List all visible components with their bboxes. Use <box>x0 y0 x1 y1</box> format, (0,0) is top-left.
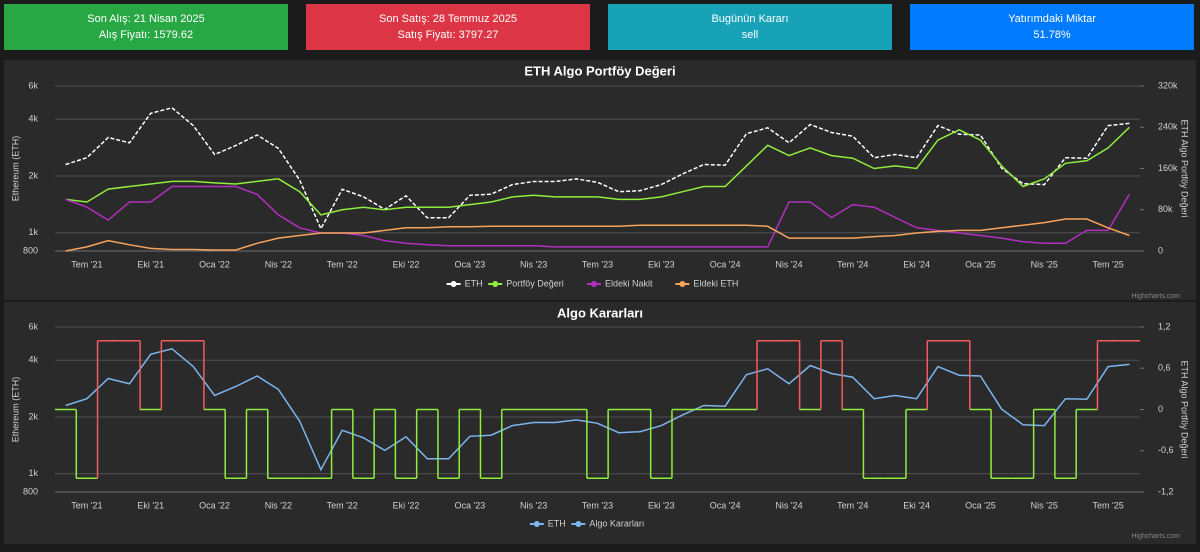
y2-tick-label: 80k <box>1158 204 1173 214</box>
y-tick-label: 2k <box>28 170 38 180</box>
legend-label[interactable]: Algo Kararları <box>589 518 644 528</box>
legend-label[interactable]: Portföy Değeri <box>506 278 564 288</box>
x-tick-label: Eki '24 <box>903 500 930 510</box>
card-value: Alış Fiyatı: 1579.62 <box>99 29 193 41</box>
x-tick-label: Eki '21 <box>137 500 164 510</box>
x-tick-label: Oca '22 <box>199 500 230 510</box>
card-title: Son Satış: 28 Temmuz 2025 <box>379 13 517 25</box>
x-tick-label: Tem '24 <box>837 259 868 269</box>
card-title: Son Alış: 21 Nisan 2025 <box>87 13 204 25</box>
chart-title: ETH Algo Portföy Değeri <box>524 63 675 78</box>
y-tick-label: 1k <box>28 468 38 478</box>
legend-marker <box>450 281 457 287</box>
x-tick-label: Tem '21 <box>71 259 102 269</box>
x-tick-label: Nis '24 <box>775 500 802 510</box>
x-tick-label: Oca '23 <box>454 259 485 269</box>
x-tick-label: Tem '23 <box>582 259 613 269</box>
y2-tick-label: -0,6 <box>1158 445 1174 455</box>
series-line <box>65 126 1130 216</box>
legend-marker <box>492 281 499 287</box>
card-value: 51.78% <box>1033 29 1071 41</box>
x-tick-label: Eki '23 <box>648 259 675 269</box>
info-card <box>4 4 288 50</box>
info-card <box>910 4 1194 50</box>
y2-tick-label: 160k <box>1158 163 1178 173</box>
x-tick-label: Oca '22 <box>199 259 230 269</box>
x-tick-label: Eki '21 <box>137 259 164 269</box>
card-value: Satış Fiyatı: 3797.27 <box>398 29 499 41</box>
chart-panel <box>4 302 1196 544</box>
info-card <box>608 4 892 50</box>
x-tick-label: Nis '25 <box>1031 259 1058 269</box>
x-tick-label: Tem '21 <box>71 500 102 510</box>
x-tick-label: Tem '22 <box>327 259 358 269</box>
legend-marker <box>679 281 686 287</box>
legend-label[interactable]: ETH <box>548 518 566 528</box>
y2-axis-title: ETH Algo Portföy Değeri <box>1180 119 1190 217</box>
x-tick-label: Tem '25 <box>1092 259 1123 269</box>
y2-tick-label: -1,2 <box>1158 486 1174 496</box>
y2-tick-label: 1,2 <box>1158 321 1171 331</box>
card-title: Yatırımdaki Miktar <box>1008 13 1096 25</box>
legend-marker <box>533 521 540 527</box>
series-line <box>65 218 1130 252</box>
series-line <box>65 185 1131 248</box>
x-tick-label: Nis '22 <box>265 500 292 510</box>
x-tick-label: Tem '24 <box>837 500 868 510</box>
x-tick-label: Nis '24 <box>775 259 802 269</box>
legend-label[interactable]: Eldeki Nakit <box>605 278 653 288</box>
x-tick-label: Oca '24 <box>710 500 741 510</box>
chart-title: Algo Kararları <box>557 305 643 320</box>
y2-axis-title: ETH Algo Portföy Değeri <box>1180 360 1190 458</box>
y2-tick-label: 240k <box>1158 122 1178 132</box>
x-tick-label: Oca '23 <box>454 500 485 510</box>
x-tick-label: Nis '22 <box>265 259 292 269</box>
x-tick-label: Nis '23 <box>520 259 547 269</box>
card-value: sell <box>742 29 759 41</box>
x-tick-label: Eki '24 <box>903 259 930 269</box>
y-axis-title: Ethereum (ETH) <box>10 136 20 202</box>
y-tick-label: 2k <box>28 411 38 421</box>
legend-label[interactable]: ETH <box>465 278 483 288</box>
y2-tick-label: 320k <box>1158 80 1178 90</box>
credits: Highcharts.com <box>1131 533 1180 540</box>
y-tick-label: 4k <box>28 114 38 124</box>
x-tick-label: Eki '22 <box>393 500 420 510</box>
y-tick-label: 800 <box>23 245 38 255</box>
chart-panel <box>4 60 1196 300</box>
x-tick-label: Nis '25 <box>1031 500 1058 510</box>
y-axis-title: Ethereum (ETH) <box>10 377 20 443</box>
y-tick-label: 6k <box>28 80 38 90</box>
credits: Highcharts.com <box>1131 293 1180 300</box>
x-tick-label: Nis '23 <box>520 500 547 510</box>
y-tick-label: 6k <box>28 321 38 331</box>
y2-tick-label: 0,6 <box>1158 363 1171 373</box>
legend-marker <box>575 521 582 527</box>
series-line <box>65 347 1130 472</box>
y-tick-label: 4k <box>28 355 38 365</box>
x-tick-label: Tem '22 <box>327 500 358 510</box>
x-tick-label: Oca '25 <box>965 500 996 510</box>
x-tick-label: Oca '25 <box>965 259 996 269</box>
x-tick-label: Tem '25 <box>1092 500 1123 510</box>
info-card <box>306 4 590 50</box>
x-tick-label: Oca '24 <box>710 259 741 269</box>
y-tick-label: 800 <box>23 486 38 496</box>
y2-tick-label: 0 <box>1158 245 1163 255</box>
card-title: Bugünün Kararı <box>711 13 788 25</box>
y2-tick-label: 0 <box>1158 404 1163 414</box>
x-tick-label: Eki '23 <box>648 500 675 510</box>
y-tick-label: 1k <box>28 227 38 237</box>
legend-label[interactable]: Eldeki ETH <box>693 278 738 288</box>
legend-marker <box>591 281 597 287</box>
x-tick-label: Tem '23 <box>582 500 613 510</box>
x-tick-label: Eki '22 <box>393 259 420 269</box>
